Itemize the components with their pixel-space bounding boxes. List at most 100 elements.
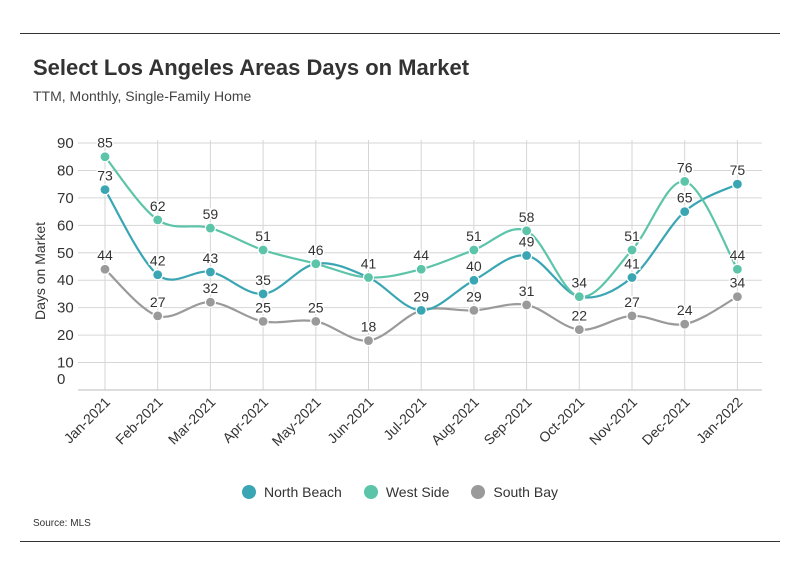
y-tick-label: 10 (57, 355, 74, 372)
data-point-west-side (99, 151, 111, 163)
data-point-west-side (679, 175, 691, 188)
chart-title: Select Los Angeles Areas Days on Market (33, 55, 470, 80)
legend-swatch-west-side (363, 485, 378, 499)
data-point-south-bay (520, 299, 533, 311)
data-label-north-beach: 49 (519, 234, 535, 250)
data-point-west-side (257, 244, 269, 256)
data-point-south-bay (99, 263, 111, 275)
data-point-west-side (468, 244, 480, 256)
data-point-south-bay (362, 335, 375, 347)
data-point-north-beach (626, 271, 638, 284)
data-point-west-side (626, 244, 638, 256)
x-tick-label: Jun-2021 (324, 394, 377, 447)
source-note: Source: MLS (33, 518, 91, 529)
data-point-north-beach (520, 249, 533, 262)
legend-label-south-bay: South Bay (493, 484, 558, 500)
data-label-south-bay: 27 (150, 294, 166, 310)
x-tick-label: Feb-2021 (112, 394, 166, 448)
data-point-west-side (204, 222, 216, 234)
data-label-west-side: 41 (361, 255, 377, 271)
data-point-north-beach (204, 266, 216, 278)
legend-label-north-beach: North Beach (264, 484, 342, 500)
data-label-south-bay: 34 (730, 275, 746, 291)
data-point-south-bay (204, 296, 216, 308)
y-tick-label: 40 (57, 272, 74, 289)
legend-item-west-side: West Side (363, 484, 450, 500)
y-tick-label: 60 (57, 217, 74, 234)
data-label-west-side: 44 (413, 247, 429, 263)
data-label-north-beach: 40 (466, 258, 482, 274)
data-point-north-beach (679, 206, 691, 218)
data-point-north-beach (99, 184, 111, 196)
data-label-north-beach: 73 (97, 168, 113, 184)
data-label-west-side: 59 (203, 206, 219, 222)
x-tick-label: Jan-2022 (693, 394, 746, 447)
x-tick-label: May-2021 (269, 394, 324, 449)
legend: North Beach West Side South Bay (0, 484, 800, 500)
y-tick-label: 70 (57, 190, 74, 207)
data-label-south-bay: 27 (624, 294, 640, 310)
data-label-south-bay: 29 (413, 288, 429, 304)
x-tick-label: Dec-2021 (639, 394, 693, 448)
data-point-west-side (362, 271, 375, 284)
data-label-west-side: 51 (466, 228, 482, 244)
legend-item-north-beach: North Beach (242, 484, 342, 500)
data-label-west-side: 51 (624, 228, 640, 244)
x-tick-label: Nov-2021 (586, 394, 640, 448)
data-point-north-beach (731, 178, 744, 190)
data-label-north-beach: 75 (730, 162, 746, 178)
x-tick-label: Aug-2021 (428, 394, 482, 448)
data-label-south-bay: 24 (677, 302, 693, 318)
legend-swatch-north-beach (242, 485, 256, 499)
data-label-south-bay: 22 (572, 308, 588, 324)
data-point-south-bay (573, 324, 585, 336)
data-label-south-bay: 44 (97, 247, 113, 263)
data-label-west-side: 76 (677, 159, 693, 175)
data-label-north-beach: 43 (203, 250, 219, 266)
data-label-west-side: 58 (519, 209, 535, 225)
x-tick-label: Sep-2021 (480, 394, 534, 448)
data-point-south-bay (626, 310, 638, 322)
data-point-north-beach (468, 274, 480, 286)
data-label-south-bay: 18 (361, 319, 377, 335)
bottom-rule (20, 541, 780, 542)
data-point-south-bay (679, 318, 691, 330)
data-label-west-side: 85 (97, 135, 113, 151)
data-label-south-bay: 25 (308, 299, 324, 315)
data-point-west-side (731, 263, 744, 275)
legend-label-west-side: West Side (385, 484, 450, 500)
x-tick-label: Apr-2021 (219, 394, 271, 446)
data-point-south-bay (468, 304, 480, 317)
y-tick-label: 90 (57, 135, 74, 152)
y-tick-label: 20 (57, 327, 74, 344)
data-label-west-side: 44 (730, 247, 746, 263)
x-tick-label: Oct-2021 (535, 394, 587, 446)
data-point-west-side (152, 214, 164, 226)
data-label-north-beach: 34 (572, 275, 588, 291)
data-point-south-bay (152, 310, 164, 322)
chart-subtitle: TTM, Monthly, Single-Family Home (33, 88, 252, 104)
legend-item-south-bay: South Bay (471, 484, 558, 500)
data-label-north-beach: 65 (677, 190, 693, 206)
data-point-west-side (415, 263, 427, 275)
data-label-south-bay: 32 (203, 280, 219, 296)
data-point-west-side (310, 258, 322, 270)
data-label-south-bay: 25 (255, 299, 271, 315)
data-label-west-side: 62 (150, 198, 166, 214)
top-rule (20, 33, 780, 34)
data-point-south-bay (731, 291, 744, 303)
data-point-north-beach (257, 288, 269, 300)
data-label-north-beach: 41 (624, 255, 640, 271)
x-tick-label: Jan-2021 (61, 394, 114, 447)
data-point-west-side (520, 225, 533, 237)
data-label-north-beach: 42 (150, 253, 166, 269)
y-tick-label: 80 (57, 162, 74, 179)
y-tick-label: 0 (57, 371, 65, 388)
data-point-north-beach (152, 269, 164, 281)
data-point-north-beach (415, 304, 427, 317)
data-label-west-side: 46 (308, 242, 324, 258)
y-tick-label: 50 (57, 245, 74, 262)
data-label-north-beach: 35 (255, 272, 271, 288)
legend-swatch-south-bay (471, 485, 486, 499)
